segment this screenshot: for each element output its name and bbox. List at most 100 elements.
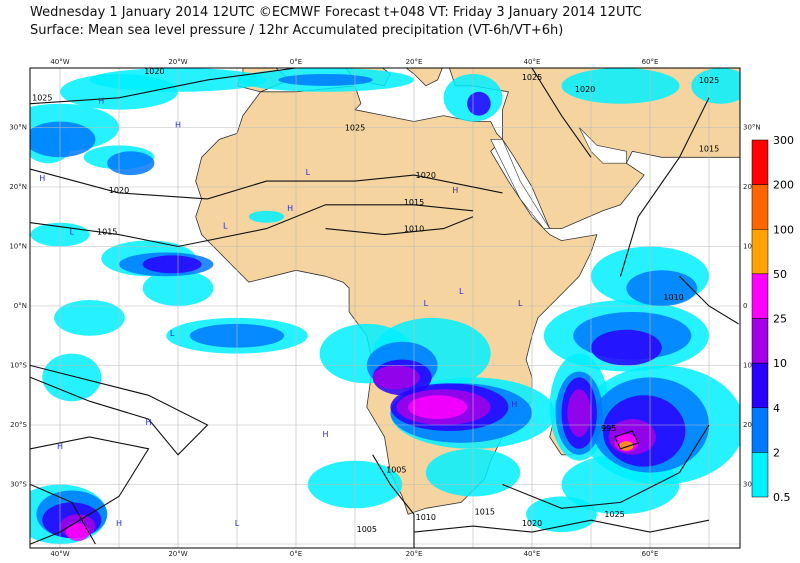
isobar <box>614 430 639 450</box>
isobar <box>30 436 150 545</box>
precip-area <box>54 300 125 336</box>
title: Wednesday 1 January 2014 12UTC ©ECMWF Fo… <box>30 5 642 20</box>
lon-label: 60°E <box>642 550 659 558</box>
precip-area <box>567 389 591 437</box>
precip-area <box>142 255 202 274</box>
pressure-center: H <box>39 174 45 183</box>
isobar-label: 1015 <box>699 144 719 153</box>
lat-label: 30°S <box>10 481 27 489</box>
precip-area <box>408 395 468 420</box>
colorbar-swatch <box>751 318 769 364</box>
pressure-center: L <box>235 519 240 528</box>
isobar-label: 1020 <box>575 85 595 94</box>
precip-area <box>278 73 373 86</box>
isobar <box>325 216 474 236</box>
isobar-label: 1020 <box>416 171 436 180</box>
pressure-center: H <box>175 121 181 130</box>
pressure-center: H <box>287 204 293 213</box>
lon-label: 40°E <box>524 550 541 558</box>
lat-label-right: 20 <box>743 421 752 429</box>
colorbar-label: 300 <box>773 134 794 147</box>
pressure-center: H <box>511 400 517 409</box>
colorbar-swatch <box>751 139 769 185</box>
graticule <box>30 68 740 548</box>
pressure-center: H <box>145 418 151 427</box>
pressure-center: L <box>306 168 311 177</box>
isobar <box>30 204 474 248</box>
lon-label: 40°W <box>50 58 69 66</box>
lat-label: 30°N <box>9 124 27 132</box>
isobar-label: 1020 <box>109 186 129 195</box>
colorbar-label: 50 <box>773 268 787 281</box>
lat-label-right: 0 <box>743 302 747 310</box>
pressure-center: H <box>452 186 458 195</box>
lon-label: 0°E <box>290 550 302 558</box>
colorbar-swatch <box>751 452 769 498</box>
isobar <box>679 275 739 325</box>
precip-area <box>30 121 96 158</box>
isobar-label: 1015 <box>475 507 495 516</box>
precip-area <box>65 523 90 542</box>
colorbar: 300 200 100 50 25 10 4 2 0.5 <box>751 134 794 504</box>
precip-area <box>107 151 155 176</box>
isobar-label: 1025 <box>345 123 365 132</box>
precip-area <box>591 329 662 366</box>
pressure-center: L <box>518 299 523 308</box>
isobar <box>30 68 297 105</box>
isobar-label: 1025 <box>699 76 719 85</box>
lat-label: 10°S <box>10 362 27 370</box>
pressure-center: L <box>459 287 464 296</box>
colorbar-label: 25 <box>773 313 787 326</box>
colorbar-label: 2 <box>773 446 780 459</box>
map-frame <box>29 67 741 549</box>
pressure-center: H <box>322 430 328 439</box>
lat-label: 20°N <box>9 183 27 191</box>
isobar-label: 1005 <box>357 525 377 534</box>
isobar-label: 1020 <box>522 519 542 528</box>
isobar-label: 1005 <box>386 466 406 475</box>
lat-label-right: 10 <box>743 243 752 251</box>
lon-label: 60°E <box>642 58 659 66</box>
pressure-center: L <box>170 329 175 338</box>
red-sea <box>490 139 551 229</box>
isobar <box>30 364 209 456</box>
pressure-center: L <box>223 222 228 231</box>
isobar-label: 1010 <box>416 513 436 522</box>
isobars <box>30 68 739 548</box>
isobar-label: 995 <box>601 424 616 433</box>
isobar <box>619 97 710 277</box>
isobar-label: 1010 <box>404 225 424 234</box>
pressure-center: H <box>116 519 122 528</box>
colorbar-label: 10 <box>773 357 787 370</box>
pressure-center: H <box>98 97 104 106</box>
lon-label: 40°W <box>50 550 69 558</box>
isobar <box>30 168 503 200</box>
pressure-center: H <box>57 442 63 451</box>
colorbar-swatch <box>751 273 769 319</box>
lon-label: 0°E <box>290 58 302 66</box>
isobar-label: 1010 <box>663 293 683 302</box>
lon-label: 20°E <box>406 58 423 66</box>
precip-area <box>467 91 491 116</box>
isobar-label: 1025 <box>522 73 542 82</box>
lat-label-right: 30 <box>743 481 752 489</box>
precip-area <box>526 496 597 533</box>
precipitation <box>30 68 740 544</box>
colorbar-swatch <box>751 184 769 230</box>
colorbar-label: 100 <box>773 223 794 236</box>
isobar <box>502 424 710 509</box>
isobar <box>372 454 415 548</box>
lon-label: 20°W <box>168 550 187 558</box>
lon-label: 20°E <box>406 550 423 558</box>
colorbar-label: 0.5 <box>773 491 791 504</box>
precip-area <box>248 210 285 223</box>
isobar-label: 1015 <box>97 228 117 237</box>
precip-area <box>691 68 740 104</box>
isobar-label: 1025 <box>32 94 52 103</box>
pressure-center: L <box>424 299 429 308</box>
colorbar-label: 200 <box>773 179 794 192</box>
colorbar-swatch <box>751 407 769 453</box>
precip-area <box>372 365 420 390</box>
lat-label-right: 30°N <box>743 124 761 132</box>
